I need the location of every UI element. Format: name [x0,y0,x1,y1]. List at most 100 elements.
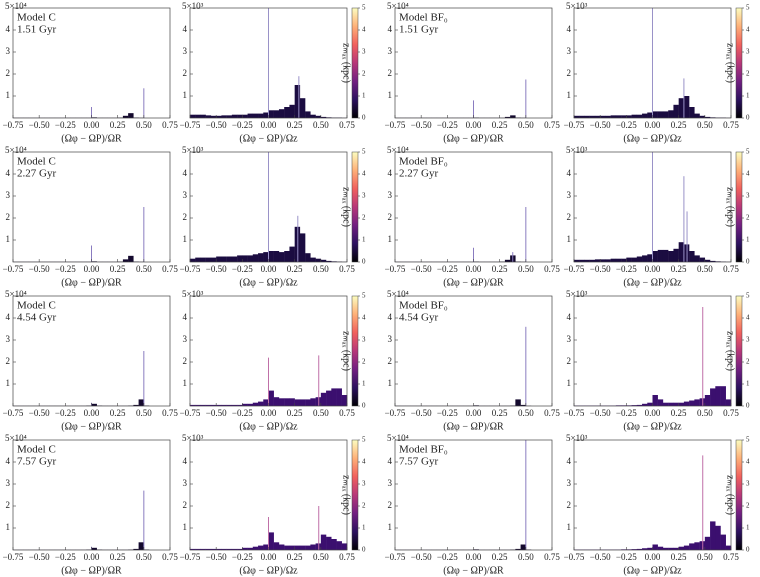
bar [133,404,139,406]
y-tick-label: 2 [388,356,393,366]
y-tick-label: 3 [388,190,393,200]
y-offset-label: 5×10⁴ [5,433,27,443]
bar [631,549,637,550]
x-tick-label: 0.50 [697,264,713,274]
bar [694,542,700,550]
colorbar-tick-label: 5 [746,4,750,12]
bar [305,545,311,550]
bar [138,399,145,406]
y-tick-label: 3 [183,478,188,488]
panel-title: Model C [17,156,56,168]
bar [515,399,521,406]
y-tick-label: 4 [6,168,11,178]
x-tick-label: −0.75 [385,120,406,130]
colorbar-tick-label: 4 [362,26,366,34]
x-tick-label: −0.50 [590,264,611,274]
bar [294,545,301,550]
bar [331,539,337,550]
x-tick-label: 0.75 [723,408,739,418]
x-tick-label: 0.00 [84,264,100,274]
colorbar-tick-label: 5 [362,148,366,156]
y-tick-label: 1 [388,90,393,100]
colorbar-label: zₘₐₓ (kpc) [341,331,352,371]
bar [320,259,327,262]
bar [268,532,274,550]
colorbar-label: zₘₐₓ (kpc) [725,187,736,227]
colorbar-tick-label: 0 [362,258,366,266]
x-tick-label: −0.25 [616,552,637,562]
bar [210,404,217,406]
x-axis-label: (Ωφ − ΩP)/ΩR [443,421,504,432]
x-tick-label: −0.50 [206,552,227,562]
x-tick-label: 0.25 [110,552,126,562]
colorbar-tick-label: 2 [362,358,366,366]
x-tick-label: 0.25 [492,120,508,130]
y-offset-label: 5×10³ [566,289,588,299]
bar [720,534,726,550]
bar [631,257,637,262]
y-tick-label: 1 [6,522,11,532]
x-tick-label: −0.50 [411,120,432,130]
y-tick-label: 2 [6,500,11,510]
y-tick-label: 2 [567,500,572,510]
bar [636,548,643,550]
bar [657,249,664,262]
colorbar-label: zₘₐₓ (kpc) [341,187,352,227]
x-axis-label: (Ωφ − ΩP)/ΩR [61,277,122,288]
bar [231,114,238,118]
bar [642,403,648,406]
x-tick-label: 0.00 [261,552,277,562]
x-axis-label: (Ωφ − ΩP)/Ωz [623,565,682,576]
x-tick-label: −0.75 [385,408,406,418]
x-tick-label: 0.75 [162,264,178,274]
x-tick-label: −0.25 [232,408,253,418]
colorbar-tick-label: 2 [746,502,750,510]
y-tick-label: 2 [183,212,188,222]
bar [190,258,196,262]
y-tick-label: 4 [6,24,11,34]
bar [310,257,316,262]
panel: −0.75 −0.50 −0.25 0.00 0.25 0.50 0.75 1 2 3 4 5×10³… [180,145,366,288]
bar [305,399,311,406]
colorbar-label: zₘₐₓ (kpc) [341,475,352,515]
bar [589,259,596,262]
bar [200,548,206,550]
bar [520,544,527,550]
bar [652,395,658,406]
x-tick-label: 0.00 [84,120,100,130]
colorbar-tick-label: 1 [746,380,750,388]
y-tick-label: 3 [567,478,572,488]
x-axis-label: (Ωφ − ΩP)/ΩR [443,133,504,144]
x-tick-label: −0.25 [232,552,253,562]
colorbar-tick-label: 4 [362,314,366,322]
bar [284,107,290,118]
y-tick-label: 2 [567,68,572,78]
colorbar-tick-label: 5 [362,4,366,12]
y-tick-label: 1 [567,522,572,532]
colorbar-tick-label: 0 [746,114,750,122]
y-tick-label: 3 [6,478,11,488]
x-tick-label: 0.75 [339,120,355,130]
panel: −0.75 −0.50 −0.25 0.00 0.25 0.50 0.75 1 2 3 4 5×10⁴… [3,433,179,576]
x-tick-label: 0.25 [287,264,303,274]
x-tick-label: −0.50 [206,408,227,418]
y-tick-label: 3 [567,334,572,344]
x-tick-label: 0.75 [723,264,739,274]
x-tick-label: 0.00 [261,264,277,274]
x-tick-label: −0.50 [411,552,432,562]
x-tick-label: −0.50 [29,264,50,274]
colorbar [351,439,359,551]
bar [195,257,201,262]
y-offset-label: 5×10³ [566,1,588,11]
colorbar-tick-label: 1 [362,92,366,100]
x-tick-label: 0.00 [261,408,277,418]
bar [273,251,280,262]
x-axis-label: (Ωφ − ΩP)/ΩR [61,421,122,432]
bar [673,248,679,262]
colorbar [351,7,359,119]
bar [710,388,716,406]
bar [699,257,706,262]
colorbar-tick-label: 5 [362,292,366,300]
bar [704,395,711,406]
colorbar-label: zₘₐₓ (kpc) [725,475,736,515]
